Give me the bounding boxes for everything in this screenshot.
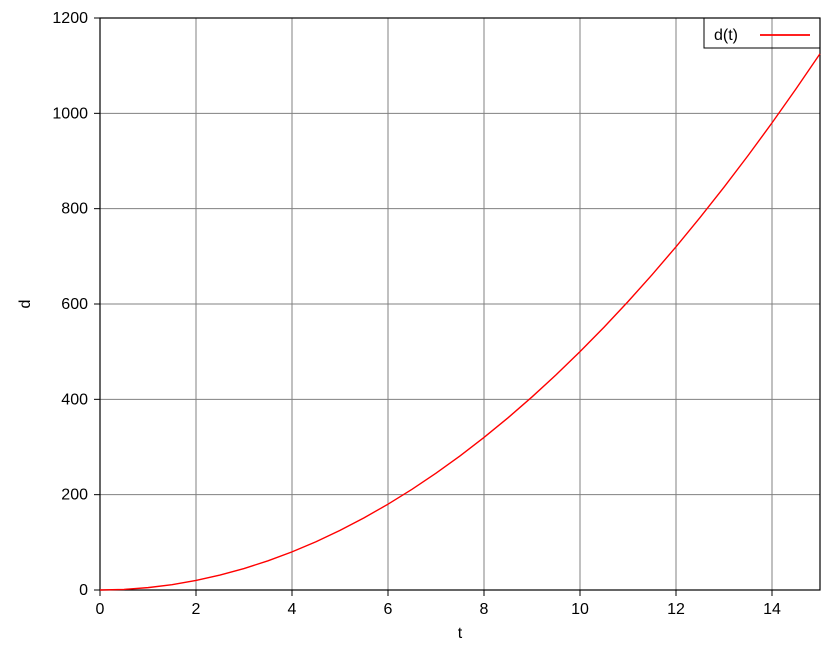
x-tick-label: 8 xyxy=(480,601,489,618)
x-tick-label: 0 xyxy=(96,601,105,618)
y-tick-label: 600 xyxy=(61,296,88,313)
y-tick-label: 800 xyxy=(61,201,88,218)
x-tick-label: 2 xyxy=(192,601,201,618)
y-tick-label: 1000 xyxy=(52,105,88,122)
x-tick-label: 10 xyxy=(571,601,589,618)
line-chart: 0 2 4 6 8 10 12 14 0 200 400 600 800 1000 1200 t d d(t) xyxy=(0,0,840,672)
x-tick-label: 6 xyxy=(384,601,393,618)
series-line xyxy=(100,54,820,590)
x-tick-label: 14 xyxy=(763,601,781,618)
x-tick-label: 12 xyxy=(667,601,685,618)
y-tick-label: 1200 xyxy=(52,10,88,27)
y-tick-label: 200 xyxy=(61,487,88,504)
y-tick-label: 400 xyxy=(61,391,88,408)
x-tick-label: 4 xyxy=(288,601,297,618)
y-tick-label: 0 xyxy=(79,582,88,599)
x-axis-label: t xyxy=(458,625,463,642)
y-axis-label: d xyxy=(17,300,34,309)
chart-container: 0 2 4 6 8 10 12 14 0 200 400 600 800 1000 1200 t d d(t) xyxy=(0,0,840,672)
legend-label: d(t) xyxy=(714,27,738,44)
